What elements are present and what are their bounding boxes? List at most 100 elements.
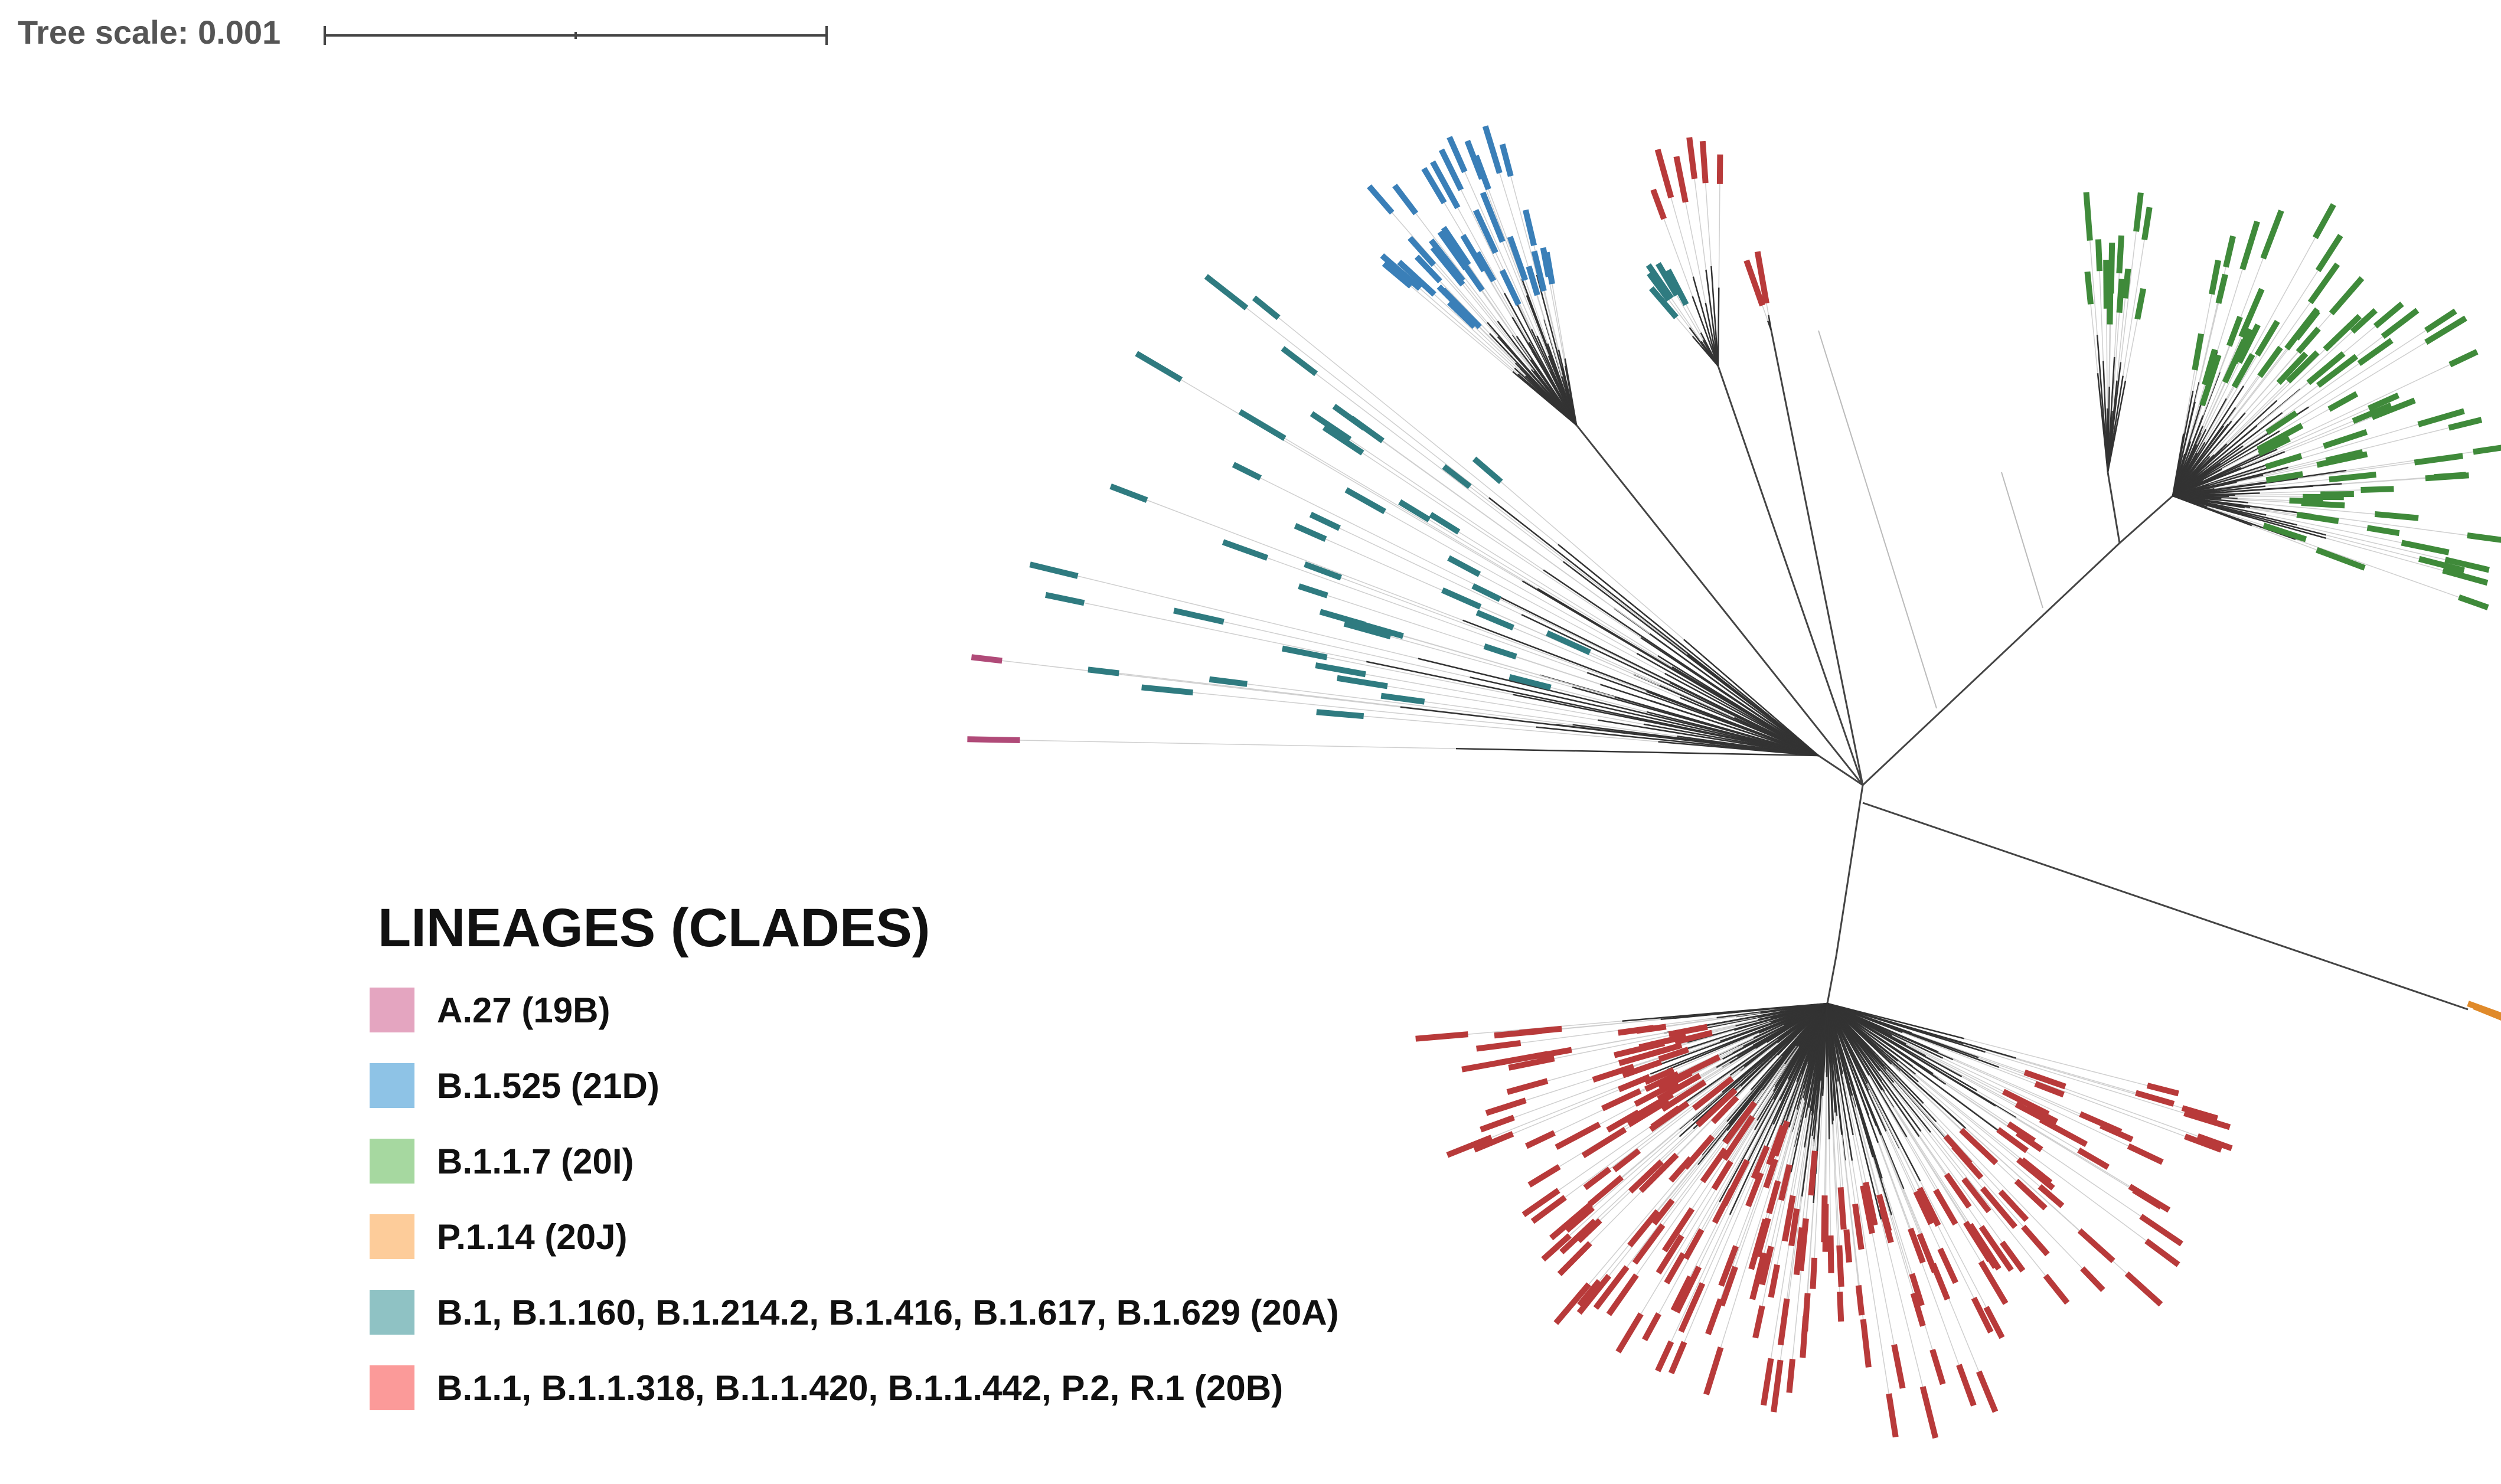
tree-branch	[2107, 380, 2127, 473]
leaf-label	[2116, 279, 2125, 313]
tree-branch	[1881, 1178, 1912, 1274]
tree-branch	[1246, 308, 1490, 498]
tree-branch	[2297, 462, 2415, 479]
tree-branch	[2216, 269, 2243, 352]
leaf-label	[1315, 662, 1366, 678]
tree-branch	[1020, 740, 1456, 749]
leaf-label	[1951, 1145, 1984, 1180]
leaf-label	[1526, 265, 1540, 296]
leaf-label	[2323, 313, 2362, 352]
leaf-label	[1441, 225, 1471, 267]
tree-branch	[1786, 1115, 1813, 1299]
leaf-label	[1499, 269, 1522, 306]
leaf-label	[1810, 1257, 1818, 1289]
leaf-label	[1173, 607, 1225, 625]
leaf-label	[1678, 1282, 1706, 1333]
leaf-label	[2122, 269, 2131, 299]
tree-branch	[1575, 424, 1864, 786]
tree-branch	[1424, 701, 1677, 737]
tree-branch	[1826, 1003, 1887, 1132]
leaf-label	[1703, 1346, 1724, 1395]
leaf-label	[2285, 350, 2320, 384]
leaf-label	[2265, 453, 2303, 470]
leaf-label	[1719, 1266, 1738, 1307]
tree-branch	[1827, 1002, 2007, 1137]
tree-branch	[1893, 1107, 1973, 1231]
leaf-label	[2414, 453, 2463, 466]
tree-branch	[2125, 319, 2138, 381]
leaf-label	[2258, 436, 2291, 456]
leaf-label	[2329, 472, 2377, 483]
leaf-label	[1852, 1203, 1865, 1250]
tree-branch	[1766, 303, 1769, 315]
leaf-label	[1392, 184, 1419, 215]
tree-branch	[1688, 1021, 1771, 1050]
leaf-label	[2260, 210, 2284, 260]
tree-branch	[1670, 1214, 1731, 1342]
tree-branch	[1829, 1139, 1831, 1236]
leaf-label	[1576, 1274, 1612, 1315]
tree-branch	[1366, 661, 1819, 757]
leaf-label	[1788, 1208, 1800, 1247]
tree-branch	[1995, 1106, 2134, 1191]
tree-branch	[1385, 511, 1637, 654]
leaf-label	[2352, 402, 2392, 424]
tree-branch	[1479, 574, 1665, 674]
tree-branch	[1363, 715, 1658, 743]
leaf-label	[2424, 315, 2467, 345]
tree-branch	[1247, 684, 1573, 725]
leaf-label	[1664, 1252, 1686, 1284]
leaf-label	[1480, 191, 1506, 243]
leaf-label	[1109, 483, 1148, 503]
leaf-label	[1475, 609, 1514, 630]
tree-branch	[1480, 587, 1819, 757]
tree-branch	[1411, 286, 1513, 372]
tree-branch	[2260, 489, 2361, 494]
leaf-label	[1786, 1358, 1796, 1393]
legend-label: B.1.525 (21D)	[437, 1066, 659, 1106]
tree-branch	[2265, 479, 2329, 487]
leaf-label	[1673, 156, 1689, 203]
leaf-label	[1398, 499, 1431, 522]
tree-leaves	[967, 125, 2501, 1439]
leaf-label	[1088, 666, 1119, 676]
tree-branch	[1671, 298, 1702, 342]
leaf-label	[1472, 456, 1503, 485]
tree-branch	[2251, 525, 2317, 551]
legend-item-b117: B.1.1.7 (20I)	[366, 1134, 930, 1210]
tree-branch	[1592, 1120, 1693, 1208]
tree-branch	[1985, 1051, 2185, 1114]
tree-branch	[1868, 1075, 1937, 1191]
leaf-label	[1322, 424, 1364, 456]
legend-item-20a: B.1, B.1.160, B.1.214.2, B.1.416, B.1.61…	[366, 1285, 1339, 1361]
leaf-label	[2034, 1081, 2065, 1098]
leaf-label	[1044, 591, 1085, 606]
leaf-label	[1414, 254, 1442, 284]
tree-branch	[1382, 440, 1650, 635]
tree-branch	[2219, 258, 2264, 372]
tree-branch	[1640, 637, 1819, 757]
leaf-label	[2276, 351, 2309, 385]
tree-branch	[1720, 1127, 1790, 1348]
tree-branch	[1078, 576, 1419, 659]
leaf-label	[1771, 1359, 1784, 1413]
tree-branch	[2183, 370, 2196, 434]
leaf-label	[1559, 1218, 1597, 1254]
tree-branch	[2016, 1117, 2130, 1187]
tree-branch	[2204, 355, 2258, 443]
leaf-label	[1891, 1344, 1906, 1389]
tree-branch	[1837, 1081, 1856, 1204]
tree-branch	[1761, 1081, 1797, 1174]
tree-branch	[1562, 1019, 1661, 1029]
tree-branch	[1458, 531, 1658, 656]
leaf-label	[1549, 1202, 1593, 1241]
leaf-label	[1351, 618, 1404, 639]
leaf-label	[1930, 1263, 1951, 1301]
leaf-label	[1581, 1127, 1627, 1159]
tree-branch	[2089, 240, 2098, 335]
tree-branch	[1935, 1121, 2001, 1192]
legend-item-p114: P.1.14 (20J)	[366, 1210, 930, 1285]
leaf-label	[1310, 411, 1352, 442]
leaf-label	[2265, 410, 2298, 435]
tree-branch	[1827, 1002, 1996, 1107]
